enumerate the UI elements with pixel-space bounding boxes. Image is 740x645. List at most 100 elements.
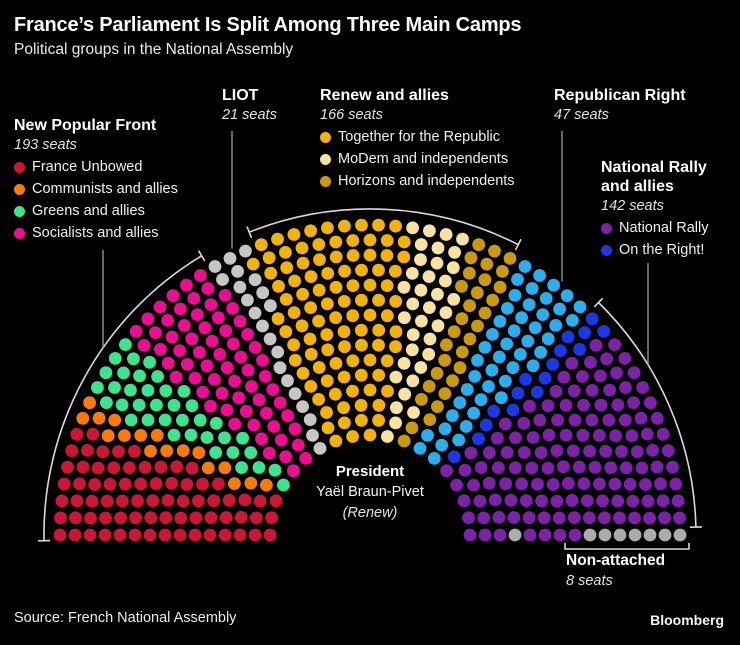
seat-dot (583, 528, 597, 542)
seat-dot (500, 446, 514, 459)
seat-dot (231, 265, 245, 278)
seat-dot (372, 218, 385, 232)
seat-dot (254, 238, 268, 252)
seat-dot (281, 374, 294, 388)
seat-dot (108, 413, 122, 427)
seat-dot (108, 352, 122, 365)
legend-label: On the Right! (619, 242, 705, 258)
seat-dot (218, 461, 232, 475)
seat-dot (287, 228, 301, 241)
seat-dot (568, 528, 582, 542)
seat-dot (306, 429, 319, 442)
seat-dot (528, 321, 542, 335)
seat-dot (226, 446, 240, 459)
seat-dot (76, 460, 90, 474)
seat-dot (252, 461, 266, 474)
seat-dot (565, 356, 579, 370)
seat-dot (439, 274, 452, 288)
seat-dot (538, 371, 552, 385)
seat-dot (263, 528, 277, 542)
seat-dot (218, 431, 231, 445)
seat-dot (256, 286, 270, 300)
seat-dot (321, 343, 335, 357)
seat-dot (472, 238, 486, 252)
seat-dot (397, 250, 411, 264)
seat-dot (288, 353, 302, 367)
seat-dot (212, 311, 225, 325)
seat-dot (499, 374, 512, 388)
seat-dot (430, 256, 444, 270)
seat-dot (573, 342, 586, 356)
group-title: Renew and allies (320, 87, 449, 104)
seat-dot (312, 393, 325, 406)
seat-dot (671, 494, 685, 508)
seat-dot (238, 493, 252, 507)
seat-dot (252, 393, 266, 407)
seat-dot (122, 461, 136, 474)
seat-dot (277, 478, 290, 492)
seat-dot (650, 411, 664, 425)
seat-dot (487, 404, 501, 418)
seat-dot (599, 444, 612, 458)
seat-dot (304, 301, 317, 314)
seat-dot (279, 325, 293, 339)
seat-dot (423, 413, 437, 426)
seat-dot (188, 371, 202, 385)
seat-dot (470, 286, 484, 300)
seat-dot (200, 431, 214, 444)
seat-dot (389, 370, 403, 384)
seat-dot (355, 413, 368, 427)
seat-dot (550, 494, 564, 508)
seat-dot (196, 385, 210, 399)
seat-dot (321, 267, 335, 280)
group-label-republican-right: Republican Right 47 seats (554, 86, 686, 126)
seat-dot (415, 314, 428, 328)
seat-dot (144, 511, 158, 525)
seat-dot (149, 477, 163, 490)
seat-dot (556, 460, 570, 474)
seat-dot (101, 429, 115, 443)
seat-dot (381, 430, 394, 443)
seat-dot (535, 494, 548, 508)
seat-dot (519, 494, 533, 507)
seat-dot (88, 478, 101, 491)
seat-dot (405, 267, 419, 280)
seat-dot (98, 528, 112, 542)
seat-dot (233, 315, 247, 328)
seat-dot (673, 528, 687, 542)
seat-dot (279, 450, 293, 464)
seat-dot (165, 330, 179, 344)
seat-dot (268, 463, 282, 477)
seat-dot (580, 494, 594, 507)
seat-dot (107, 461, 121, 475)
seat-dot (515, 477, 528, 491)
seat-dot (438, 353, 452, 367)
seat-dot (159, 511, 173, 524)
seat-dot (153, 300, 167, 314)
group-seat-count: 142 seats (601, 198, 664, 214)
seat-dot (488, 244, 501, 258)
seat-dot (380, 249, 394, 262)
seat-dot (380, 309, 394, 323)
group-seat-count: 21 seats (222, 107, 277, 123)
seat-dot (439, 228, 453, 241)
legend-label: Socialists and allies (32, 225, 159, 241)
seat-dot (180, 278, 193, 292)
seat-dot (389, 264, 402, 278)
seat-dot (582, 511, 596, 525)
seat-dot (129, 511, 143, 525)
seat-dot (553, 302, 566, 316)
seat-dot (467, 478, 480, 492)
seat-dot (431, 400, 444, 413)
seat-dot (312, 361, 326, 374)
seat-dot (158, 528, 172, 542)
seat-dot (422, 347, 436, 361)
seat-dot (129, 325, 143, 338)
seat-dot (536, 308, 550, 321)
seat-dot (113, 528, 127, 542)
seat-dot (205, 334, 219, 348)
seat-dot (54, 511, 67, 525)
group-title: Republican Right (554, 87, 686, 104)
seat-dot (363, 428, 377, 442)
